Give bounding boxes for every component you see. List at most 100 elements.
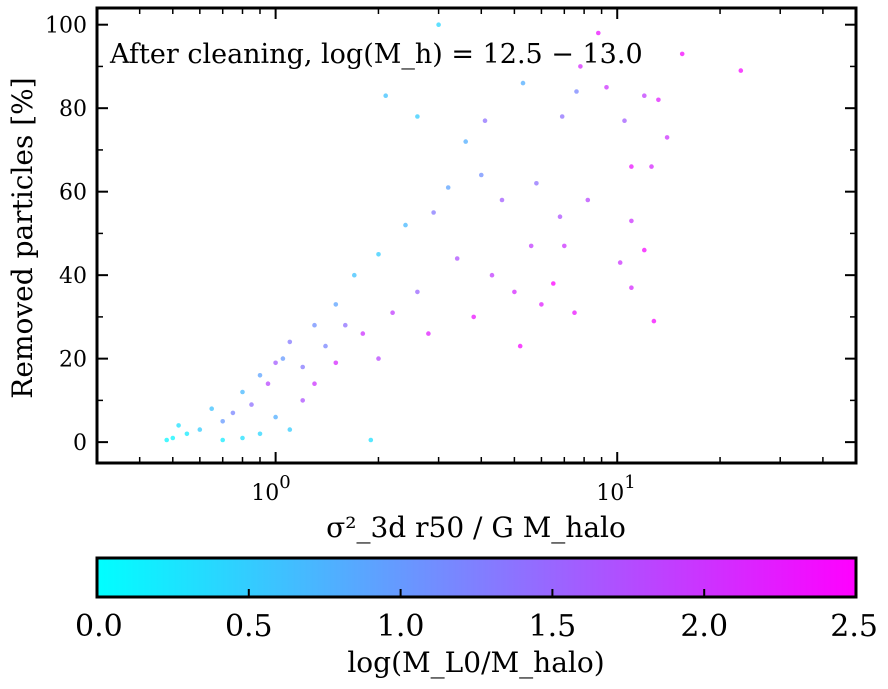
colorbar-tick-label: 1.0	[377, 609, 425, 644]
scatter-point	[436, 22, 441, 28]
colorbar-tick-label: 0.5	[225, 609, 273, 644]
y-tick-label: 40	[59, 264, 87, 289]
scatter-point	[629, 285, 634, 291]
colorbar-ticks: 0.0 0.5 1.0 1.5 2.0 2.5	[75, 589, 878, 644]
scatter-point	[664, 135, 670, 140]
scatter-point	[596, 30, 601, 36]
y-tick-label: 20	[59, 348, 87, 373]
scatter-point	[651, 318, 657, 324]
scatter-point	[287, 339, 293, 345]
scatter-point	[257, 373, 263, 378]
scatter-point	[679, 51, 685, 57]
scatter-point	[312, 322, 317, 328]
scatter-point	[273, 360, 278, 366]
scatter-point	[471, 314, 477, 320]
scatter-point	[376, 356, 381, 361]
scatter-point	[249, 402, 254, 407]
scatter-point	[230, 410, 236, 416]
scatter-point	[642, 247, 647, 253]
scatter-point	[257, 431, 263, 437]
scatter-point	[738, 68, 744, 73]
scatter-point	[197, 427, 203, 432]
scatter-point	[368, 437, 374, 443]
scatter-point	[352, 272, 357, 278]
scatter-point	[539, 302, 544, 307]
colorbar	[95, 556, 858, 599]
scatter-point	[534, 181, 539, 186]
scatter-point	[343, 322, 348, 328]
scatter-point	[604, 85, 609, 90]
x-tick-label-1: 100	[251, 472, 290, 506]
scatter-point	[557, 214, 563, 219]
scatter-point	[642, 93, 647, 98]
scatter-point	[517, 343, 523, 349]
scatter-point	[220, 419, 225, 424]
y-tick-label: 80	[59, 97, 87, 122]
scatter-points	[164, 22, 744, 443]
y-tick-labels: 0 20 40 60 80 100	[45, 14, 87, 456]
axis-ticks	[96, 8, 857, 463]
scatter-point	[512, 289, 517, 295]
x-axis-label: σ²_3d r50 / G M_halo	[326, 511, 626, 544]
scatter-point	[482, 118, 488, 123]
scatter-point	[574, 89, 579, 94]
y-tick-label: 60	[59, 181, 87, 206]
scatter-point	[528, 243, 534, 249]
scatter-point	[265, 381, 271, 387]
scatter-point	[649, 164, 654, 169]
scatter-point	[333, 302, 339, 307]
annotation-text: After cleaning, log(M_h) = 12.5 − 13.0	[109, 39, 643, 70]
scatter-point	[240, 435, 245, 441]
scatter-point	[280, 356, 286, 361]
scatter-point	[164, 437, 169, 443]
scatter-point	[312, 381, 317, 387]
scatter-point	[622, 118, 627, 123]
scatter-point	[572, 310, 577, 316]
scatter-point	[585, 197, 591, 203]
scatter-point	[629, 218, 634, 224]
colorbar-tick-label: 1.5	[529, 609, 577, 644]
scatter-point	[617, 260, 623, 265]
plot-frame	[95, 6, 858, 465]
scatter-point	[415, 289, 420, 295]
scatter-point	[209, 406, 214, 412]
scatter-point	[551, 281, 556, 286]
scatter-point	[629, 164, 634, 169]
y-axis-label: Removed particles [%]	[6, 77, 39, 398]
scatter-point	[240, 389, 245, 395]
scatter-point	[454, 256, 460, 261]
colorbar-tick-label: 2.0	[680, 609, 728, 644]
scatter-point	[170, 435, 176, 441]
scatter-point	[323, 343, 328, 349]
scatter-point	[559, 114, 565, 119]
scatter-point	[415, 114, 420, 119]
y-tick-label: 100	[45, 14, 87, 39]
scatter-point	[656, 97, 661, 103]
scatter-point	[184, 431, 190, 437]
scatter-point	[390, 310, 395, 316]
scatter-point	[431, 210, 436, 215]
scatter-point	[479, 172, 484, 178]
x-tick-label-2: 101	[596, 472, 635, 506]
scatter-point	[562, 243, 567, 249]
scatter-point	[360, 331, 366, 336]
scatter-point	[300, 364, 306, 370]
scatter-point	[287, 427, 293, 432]
scatter-point	[376, 252, 381, 257]
y-tick-label: 0	[73, 431, 87, 456]
scatter-point	[463, 139, 469, 144]
scatter-point	[445, 185, 451, 190]
scatter-point	[578, 64, 583, 69]
colorbar-tick-label: 0.0	[75, 609, 123, 644]
scatter-point	[300, 398, 306, 403]
scatter-point	[383, 93, 389, 98]
scatter-point	[489, 272, 495, 278]
scatter-point	[426, 331, 431, 336]
scatter-point	[499, 197, 505, 203]
scatter-point	[333, 360, 339, 366]
colorbar-tick-label: 2.5	[830, 609, 878, 644]
scatter-point	[403, 222, 408, 228]
scatter-point	[220, 437, 225, 443]
scatter-point	[520, 80, 526, 86]
